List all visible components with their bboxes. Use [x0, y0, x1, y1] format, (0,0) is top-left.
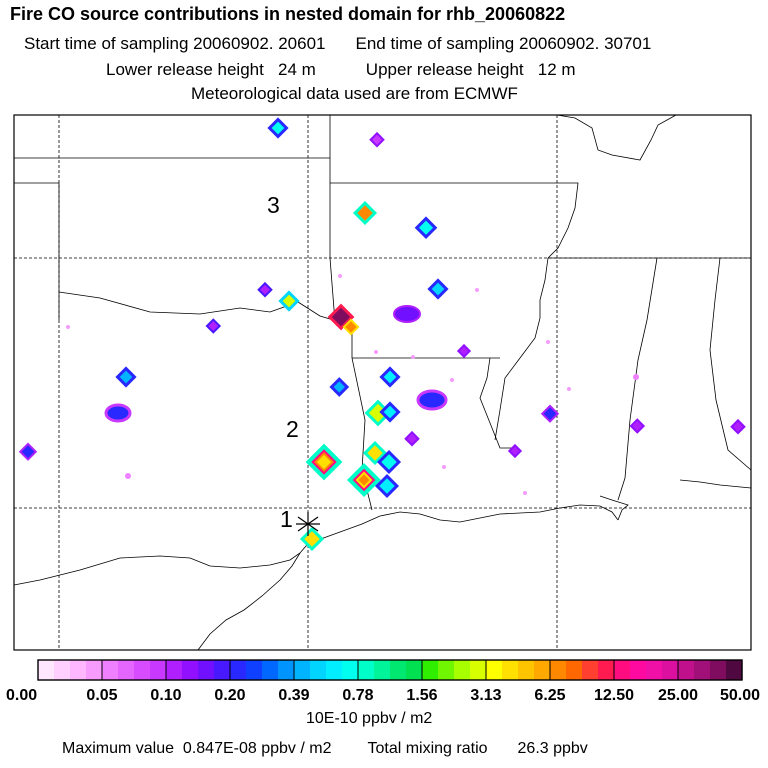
colorbar-segment — [566, 660, 583, 680]
end-label: End time of sampling — [355, 34, 515, 53]
colorbar-segment — [422, 660, 439, 680]
colorbar-segment — [694, 660, 711, 680]
receptor-marker — [296, 512, 320, 536]
plot-title: Fire CO source contributions in nested d… — [10, 4, 566, 24]
colorbar-segment — [70, 660, 87, 680]
colorbar-segment — [678, 660, 695, 680]
colorbar-segment — [358, 660, 375, 680]
colorbar-segment — [518, 660, 535, 680]
colorbar-segment — [134, 660, 151, 680]
colorbar-segment — [182, 660, 199, 680]
colorbar-segment — [454, 660, 471, 680]
colorbar-tick-label: 0.10 — [150, 687, 181, 704]
met-data-note: Meteorological data used are from ECMWF — [191, 84, 518, 103]
total-value: 26.3 ppbv — [517, 740, 588, 757]
border-fl — [679, 479, 752, 489]
colorbar-tick-label: 50.00 — [720, 687, 760, 704]
fire-source-markers — [18, 117, 746, 552]
colorbar-tick-label: 25.00 — [658, 687, 698, 704]
upper-label: Upper release height — [365, 60, 524, 79]
colorbar-segment — [310, 660, 327, 680]
colorbar-segment — [534, 660, 551, 680]
colorbar-segment — [582, 660, 599, 680]
border-al-ga — [709, 257, 752, 471]
position-label-3: 3 — [267, 192, 280, 218]
colorbar-tick-label: 12.50 — [594, 687, 634, 704]
border-mo-ar — [330, 182, 579, 259]
colorbar-segment — [646, 660, 663, 680]
colorbar-segment — [150, 660, 167, 680]
colorbar-segment — [86, 660, 103, 680]
coastline-mobile-bay — [599, 495, 629, 521]
colorbar-segment — [726, 660, 743, 680]
mississippi-river — [494, 257, 549, 441]
colorbar-segment — [630, 660, 647, 680]
border-ky-tn — [556, 114, 677, 161]
colorbar-segment — [614, 660, 631, 680]
colorbar-segment — [470, 660, 487, 680]
colorbar-tick-label: 0.00 — [6, 687, 37, 704]
colorbar-tick-label: 0.20 — [214, 687, 245, 704]
map-frame — [13, 114, 752, 651]
colorbar-tick-label: 0.05 — [86, 687, 117, 704]
coastline-upper — [13, 504, 619, 586]
start-value: 20060902. 20601 — [193, 34, 326, 53]
colorbar-segment — [326, 660, 343, 680]
colorbar-segment — [278, 660, 295, 680]
colorbar-frame — [37, 659, 743, 681]
border-panhandle — [14, 182, 60, 320]
colorbar-segment — [438, 660, 455, 680]
colorbar-segment — [502, 660, 519, 680]
max-label: Maximum value — [62, 740, 175, 757]
colorbar-segment — [550, 660, 567, 680]
colorbar-segment — [198, 660, 215, 680]
max-value: 0.847E-08 ppbv / m2 — [182, 740, 332, 757]
colorbar-segment — [214, 660, 231, 680]
colorbar-tick-label: 3.13 — [470, 687, 501, 704]
colorbar-segment — [118, 660, 135, 680]
sampling-time-line: Start time of sampling 20060902. 20601 En… — [24, 34, 651, 54]
position-label-2: 2 — [286, 416, 299, 442]
start-label: Start time of sampling — [24, 34, 189, 53]
colorbar-segment — [662, 660, 679, 680]
colorbar-segment — [710, 660, 727, 680]
lower-label: Lower release height — [106, 60, 264, 79]
colorbar-segment — [262, 660, 279, 680]
colorbar-segment — [374, 660, 391, 680]
colorbar-tick-label: 1.56 — [406, 687, 437, 704]
colorbar-segment — [246, 660, 263, 680]
colorbar-segment — [166, 660, 183, 680]
summary-line: Maximum value 0.847E-08 ppbv / m2 Total m… — [62, 740, 588, 758]
position-label-1: 1 — [280, 506, 293, 532]
lower-value: 24 m — [278, 60, 316, 79]
colorbar — [37, 659, 743, 681]
upper-value: 12 m — [537, 60, 576, 79]
colorbar-tick-label: 0.39 — [278, 687, 309, 704]
end-value: 20060902. 30701 — [518, 34, 652, 53]
colorbar-segment — [406, 660, 423, 680]
colorbar-segment — [598, 660, 615, 680]
colorbar-segment — [294, 660, 311, 680]
colorbar-units: 10E-10 ppbv / m2 — [306, 710, 433, 727]
colorbar-segment — [102, 660, 119, 680]
total-label: Total mixing ratio — [367, 740, 488, 757]
colorbar-segment — [486, 660, 503, 680]
map-boundaries — [13, 114, 752, 651]
border-la-ms — [479, 357, 518, 449]
colorbar-tick-label: 6.25 — [534, 687, 565, 704]
colorbar-segment — [38, 660, 55, 680]
colorbar-segment — [230, 660, 247, 680]
release-height-line: Lower release height 24 m Upper release h… — [106, 60, 576, 80]
colorbar-segment — [390, 660, 407, 680]
colorbar-tick-label: 0.78 — [342, 687, 373, 704]
colorbar-segment — [342, 660, 359, 680]
colorbar-segment — [54, 660, 71, 680]
colorbar-labels: 0.00 0.05 0.10 0.20 0.39 0.78 1.56 3.13 6.25 12.5… — [6, 687, 760, 704]
coastline-texas — [197, 552, 301, 651]
